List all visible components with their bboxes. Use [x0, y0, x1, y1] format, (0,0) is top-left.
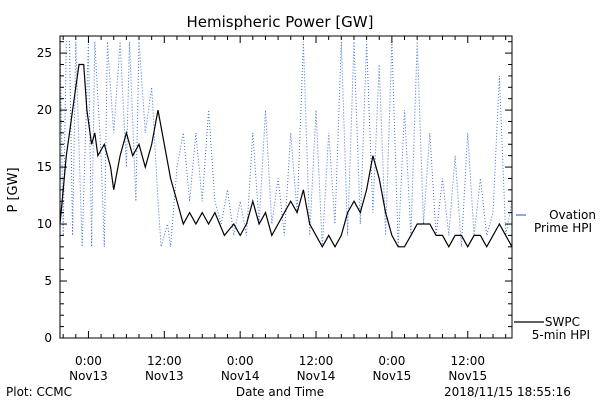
y-tick-label: 25 [37, 46, 52, 60]
y-tick-label: 5 [44, 274, 52, 288]
plot-timestamp: 2018/11/15 18:55:16 [444, 385, 571, 399]
x-tick-date-label: Nov14 [221, 369, 260, 383]
legend-swpc-label-line2: 5-min HPI [532, 328, 590, 342]
x-axis-label: Date and Time [236, 385, 324, 399]
x-tick-time-label: 0:00 [75, 354, 102, 368]
x-tick-time-label: 0:00 [227, 354, 254, 368]
x-tick-time-label: 12:00 [147, 354, 182, 368]
x-tick-date-label: Nov14 [297, 369, 336, 383]
x-tick-date-label: Nov13 [69, 369, 108, 383]
plot-frame [59, 35, 513, 339]
x-tick-date-label: Nov13 [145, 369, 184, 383]
x-tick-time-label: 0:00 [378, 354, 405, 368]
legend-ovation: Ovation Prime HPI [516, 208, 596, 235]
legend-swpc-label-line1: SWPC [545, 315, 580, 329]
series-ovation-line [59, 41, 513, 247]
y-tick-label: 0 [44, 331, 52, 345]
x-tick-time-label: 12:00 [299, 354, 334, 368]
y-tick-label: 15 [37, 160, 52, 174]
chart-title: Hemispheric Power [GW] [187, 13, 374, 31]
legend-ovation-label-line1: Ovation [549, 208, 596, 222]
plot-credit: Plot: CCMC [6, 385, 72, 399]
legend-ovation-label-line2: Prime HPI [534, 221, 592, 235]
y-tick-label: 10 [37, 217, 52, 231]
y-axis-label: P [GW] [6, 167, 21, 212]
x-tick-time-label: 12:00 [450, 354, 485, 368]
series-layer [59, 41, 513, 249]
legend-swpc: SWPC 5-min HPI [514, 315, 590, 342]
y-tick-label: 20 [37, 103, 52, 117]
series-swpc-line [59, 63, 513, 249]
x-tick-date-label: Nov15 [448, 369, 487, 383]
y-axis-ticks: 0 5 10 15 20 25 [37, 41, 512, 345]
x-tick-date-label: Nov15 [373, 369, 412, 383]
x-axis-ticks: 0:00Nov1312:00Nov130:00Nov1412:00Nov140:… [62, 36, 507, 383]
